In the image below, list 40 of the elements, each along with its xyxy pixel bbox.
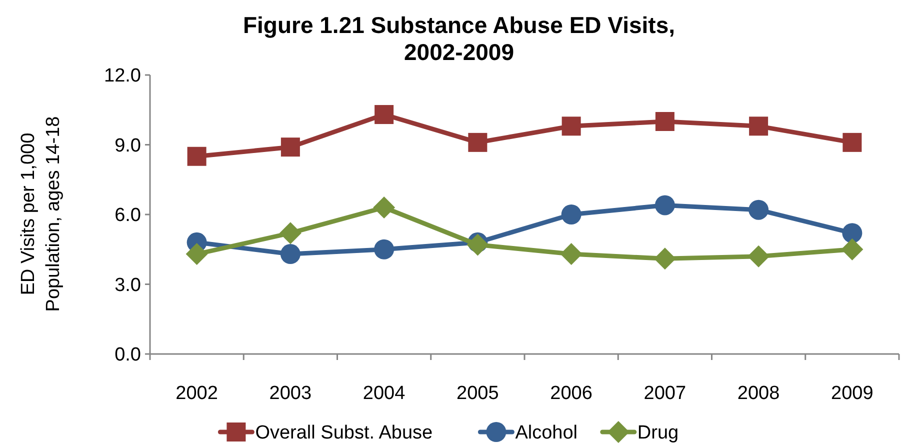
y-tick-label: 0.0 <box>114 344 141 366</box>
y-tick-label: 3.0 <box>114 274 141 296</box>
point <box>655 112 674 131</box>
x-tick-label: 2009 <box>831 383 874 404</box>
point <box>748 245 770 268</box>
point <box>280 244 300 264</box>
y-tick-label: 6.0 <box>114 205 141 226</box>
y-tick-label: 12.0 <box>104 66 141 87</box>
y-axis-title: ED Visits per 1,000 Population, ages 14-18 <box>18 116 64 312</box>
legend-label: Drug <box>637 422 679 444</box>
point <box>749 116 768 136</box>
point <box>374 105 394 124</box>
point <box>561 204 582 224</box>
x-tick-label: 2004 <box>362 383 406 404</box>
point <box>466 234 489 256</box>
point <box>654 195 675 216</box>
x-tick-label: 2006 <box>550 383 592 404</box>
point <box>842 132 862 152</box>
point <box>841 238 864 260</box>
point <box>186 243 208 266</box>
legend-label: Overall Subst. Abuse <box>255 422 433 444</box>
x-tick-label: 2003 <box>269 383 312 404</box>
point <box>187 146 206 166</box>
point <box>373 196 396 219</box>
point <box>560 243 582 266</box>
legend-label: Alcohol <box>515 422 578 444</box>
y-tick-label: 9.0 <box>114 135 141 156</box>
point <box>279 222 302 244</box>
point <box>562 116 581 136</box>
point <box>654 248 676 270</box>
point <box>280 138 300 157</box>
point <box>748 200 769 220</box>
x-tick-label: 2005 <box>456 383 499 404</box>
x-tick-label: 2008 <box>737 383 780 404</box>
point <box>468 132 488 152</box>
x-tick-label: 2002 <box>176 383 218 404</box>
point <box>842 223 862 244</box>
chart-title: Figure 1.21 Substance Abuse ED Visits, 2002-2009 <box>242 12 676 65</box>
x-tick-label: 2007 <box>644 383 686 404</box>
point <box>374 239 394 260</box>
